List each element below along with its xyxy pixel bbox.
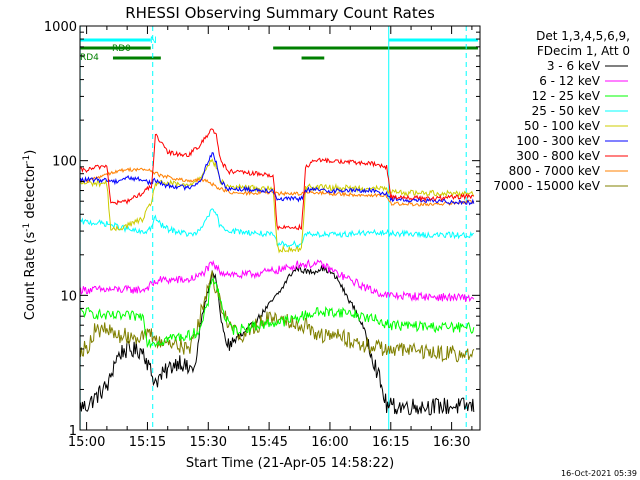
generation-timestamp: 16-Oct-2021 05:39 — [561, 469, 637, 478]
legend-label: 12 - 25 keV — [532, 89, 601, 103]
y-axis-label-exponent: -1 — [22, 155, 32, 164]
legend: Det 1,3,4,5,6,9, FDecim 1, Att 0 3 - 6 k… — [493, 29, 630, 193]
flag-label-rd0: RD0 — [112, 44, 131, 54]
legend-label: 3 - 6 keV — [547, 59, 601, 73]
x-tick-label: 16:00 — [311, 435, 348, 450]
legend-header-line: Det 1,3,4,5,6,9, — [536, 29, 630, 43]
legend-label: 6 - 12 keV — [539, 74, 601, 88]
series-line-800-7000keV — [80, 166, 475, 207]
series-line-6-12keV — [79, 258, 475, 303]
x-tick-label: 15:45 — [250, 435, 287, 450]
legend-label: 800 - 7000 keV — [509, 164, 601, 178]
legend-label: 50 - 100 keV — [524, 119, 601, 133]
flag-label-n: N — [150, 36, 157, 46]
y-tick-label: 1 — [69, 424, 77, 439]
plot-frame — [79, 25, 481, 431]
legend-header-line: FDecim 1, Att 0 — [537, 44, 630, 58]
chart-title: RHESSI Observing Summary Count Rates — [125, 4, 435, 22]
x-tick-label: 16:30 — [433, 435, 470, 450]
legend-label: 300 - 800 keV — [516, 149, 600, 163]
y-tick-label: 10 — [60, 289, 77, 304]
x-tick-label: 15:30 — [190, 435, 227, 450]
flag-bars: N RD0 RD4 — [80, 36, 478, 63]
x-axis-label: Start Time (21-Apr-05 14:58:22) — [186, 456, 394, 471]
series-line-50-100keV — [79, 158, 475, 254]
legend-label: 100 - 300 keV — [516, 134, 600, 148]
series-line-3-6keV — [79, 264, 475, 416]
legend-label: 25 - 50 keV — [532, 104, 601, 118]
y-axis-label-part: Count Rate (s — [23, 232, 38, 321]
y-axis-label: Count Rate (s-1 detector-1) — [22, 150, 38, 321]
x-tick-label: 16:15 — [372, 435, 409, 450]
flag-label-rd4: RD4 — [80, 53, 99, 63]
data-series — [79, 128, 475, 416]
axes: 15:00 15:15 15:30 15:45 16:00 16:15 16:30 1 10 10… — [44, 20, 481, 450]
series-line-100-300keV — [79, 152, 475, 206]
x-tick-label: 15:00 — [68, 435, 105, 450]
series-line-12-25keV — [80, 277, 475, 349]
y-axis-label-part: detector — [23, 163, 38, 223]
y-tick-label: 100 — [52, 155, 77, 170]
legend-label: 7000 - 15000 keV — [493, 179, 600, 193]
y-axis-label-exponent: -1 — [22, 223, 32, 232]
y-axis-label-part: ) — [23, 150, 38, 155]
x-tick-label: 15:15 — [129, 435, 166, 450]
series-line-300-800keV — [80, 128, 474, 231]
y-tick-label: 1000 — [44, 20, 77, 35]
